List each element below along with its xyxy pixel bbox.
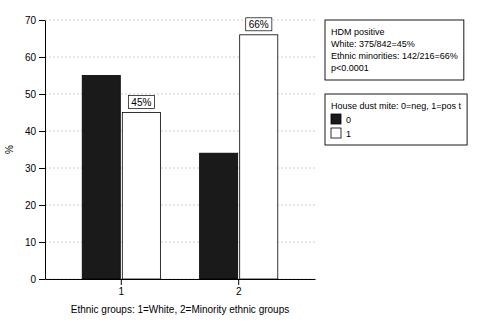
tick: 50 — [25, 89, 45, 100]
tick-mark — [39, 57, 45, 58]
tick: 0 — [30, 274, 45, 285]
tick: 30 — [25, 163, 45, 174]
tick-mark — [39, 168, 45, 169]
tick-label: 60 — [25, 52, 37, 63]
data-labels: 45% 66% — [128, 18, 272, 109]
tick: 1 — [119, 279, 125, 297]
legend-swatch — [331, 128, 341, 138]
tick-mark — [39, 94, 45, 95]
tick-label: 0 — [30, 274, 36, 285]
tick-label: 1 — [119, 286, 125, 297]
bar — [122, 113, 160, 280]
data-label: 66% — [249, 19, 269, 30]
bar — [200, 153, 238, 279]
tick-mark — [39, 131, 45, 132]
y-axis: 0 10 20 30 40 50 60 70 — [25, 15, 46, 285]
legend-label: 0 — [346, 115, 351, 125]
grid — [45, 20, 315, 279]
data-label-box: 45% — [128, 96, 154, 109]
data-label: 45% — [131, 97, 151, 108]
plot: 01020304050607012Ethnic groups: 1=White,… — [4, 15, 316, 315]
tick: 2 — [236, 279, 242, 297]
legend-swatch — [331, 114, 341, 124]
bars — [82, 35, 278, 279]
data-label-box: 66% — [246, 18, 272, 31]
axis-line — [45, 21, 46, 280]
tick-mark — [39, 205, 45, 206]
data-label-frame — [128, 96, 154, 109]
legend-label: 1 — [346, 129, 351, 139]
tick: 60 — [25, 52, 45, 63]
x-axis-title: Ethnic groups: 1=White, 2=Minority ethni… — [71, 304, 289, 315]
chart: 01020304050607012Ethnic groups: 1=White,… — [0, 0, 500, 324]
legend: House dust mite: 0=neg, 1=pos t 0 1 — [325, 94, 467, 145]
bar — [240, 35, 278, 279]
tick: 40 — [25, 126, 45, 137]
y-axis-title: % — [4, 145, 15, 154]
tick-mark — [39, 242, 45, 243]
tick-mark — [39, 279, 45, 280]
bar — [82, 76, 120, 280]
data-label-frame — [246, 18, 272, 31]
legend-title: House dust mite: 0=neg, 1=pos t — [331, 101, 462, 111]
axis-line — [46, 279, 316, 280]
annotation: HDM positive — [331, 27, 385, 37]
tick-label: 30 — [25, 163, 37, 174]
annotation: White: 375/842=45% — [331, 39, 415, 49]
tick-label: 2 — [236, 286, 242, 297]
tick-label: 10 — [25, 237, 37, 248]
legend-frame — [325, 94, 467, 145]
tick-mark — [121, 279, 122, 285]
info-frame — [325, 20, 464, 80]
tick: 10 — [25, 237, 45, 248]
x-axis: 12 — [46, 279, 316, 297]
tick-label: 20 — [25, 200, 37, 211]
tick-mark — [39, 20, 45, 21]
tick: 20 — [25, 200, 45, 211]
tick-mark — [238, 279, 239, 285]
annotation: Ethnic minorities: 142/216=66% — [331, 51, 458, 61]
tick-label: 40 — [25, 126, 37, 137]
grid-line — [45, 20, 315, 21]
tick-label: 70 — [25, 15, 37, 26]
annotation: p<0.0001 — [331, 63, 369, 73]
tick: 70 — [25, 15, 45, 26]
tick-label: 50 — [25, 89, 37, 100]
info-box: HDM positive White: 375/842=45% Ethnic min… — [325, 20, 464, 80]
